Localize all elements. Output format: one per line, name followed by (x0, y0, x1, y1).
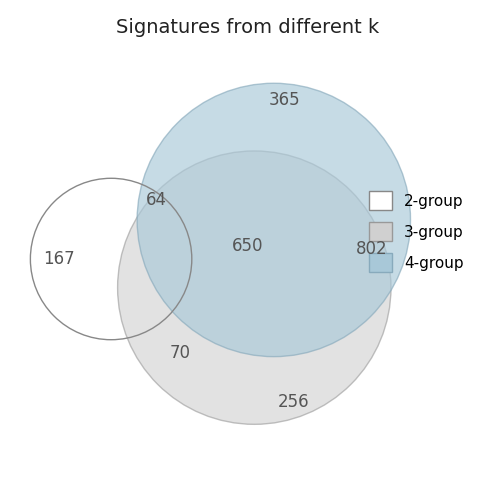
Circle shape (137, 83, 411, 357)
Legend: 2-group, 3-group, 4-group: 2-group, 3-group, 4-group (361, 184, 472, 280)
Text: 256: 256 (278, 393, 309, 411)
Text: 167: 167 (43, 250, 75, 268)
Circle shape (117, 151, 391, 424)
Text: 365: 365 (269, 91, 300, 109)
Text: 70: 70 (169, 344, 191, 362)
Text: 802: 802 (356, 239, 387, 258)
Text: 650: 650 (232, 237, 264, 255)
Text: 64: 64 (146, 192, 167, 210)
Title: Signatures from different k: Signatures from different k (116, 18, 380, 37)
